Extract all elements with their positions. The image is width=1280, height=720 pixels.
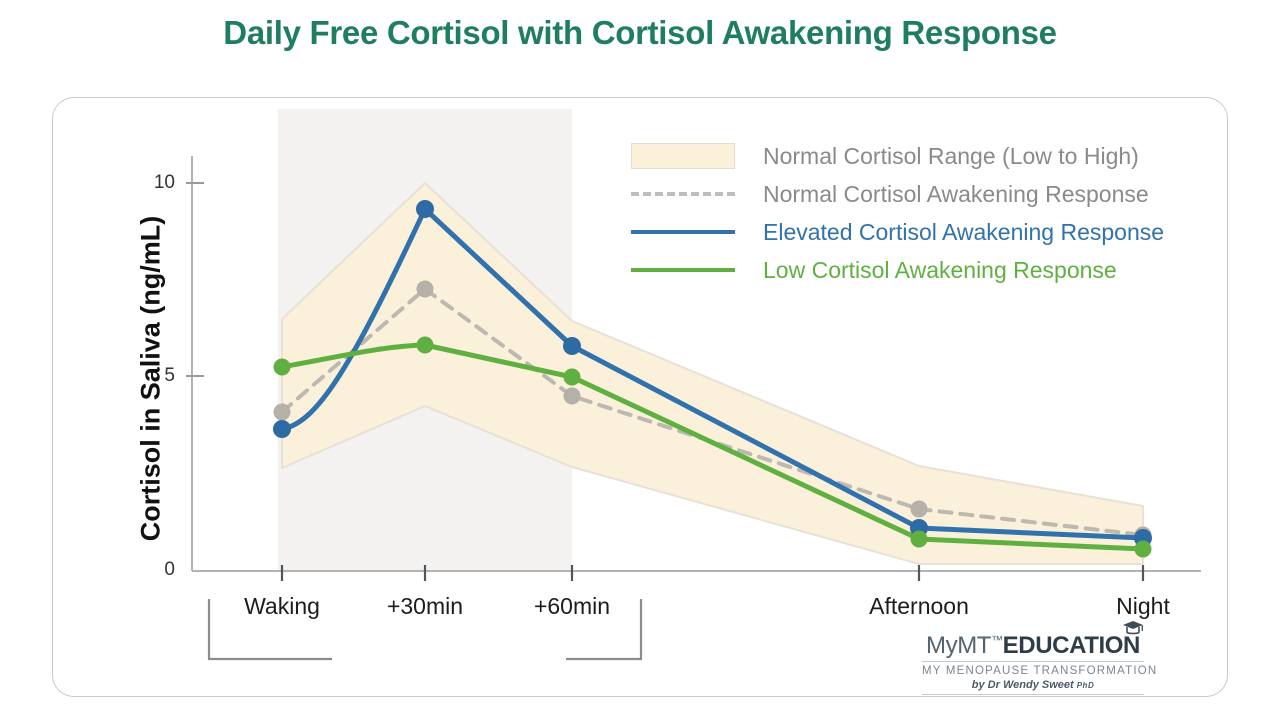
legend-solid-line-icon xyxy=(631,219,741,245)
point-marker xyxy=(273,358,291,376)
legend-item-elevated-car[interactable]: Elevated Cortisol Awakening Response xyxy=(631,219,1164,245)
point-marker xyxy=(416,336,434,354)
legend-label: Normal Cortisol Range (Low to High) xyxy=(763,142,1139,169)
legend-label: Normal Cortisol Awakening Response xyxy=(763,180,1149,207)
point-marker xyxy=(416,200,434,218)
x-tick-label-night: Night xyxy=(1116,593,1170,619)
page-title: Daily Free Cortisol with Cortisol Awaken… xyxy=(223,14,1057,51)
graduation-cap-icon xyxy=(1122,621,1143,635)
brand-name: MyMT™EDUCATION xyxy=(926,621,1143,660)
trademark-icon: ™ xyxy=(991,633,1003,647)
brand-byline-text: by Dr Wendy Sweet xyxy=(971,679,1077,691)
point-marker xyxy=(1134,540,1152,558)
brand-logo: MyMT™EDUCATION MY MENOPAUSE TRANSFORMATI… xyxy=(922,621,1156,695)
brand-byline: by Dr Wendy Sweet PhD xyxy=(922,679,1144,695)
brand-tagline: MY MENOPAUSE TRANSFORMATION xyxy=(922,661,1156,677)
x-tick-label-waking: Waking xyxy=(244,593,320,619)
point-marker xyxy=(563,337,581,355)
chart-plot-area xyxy=(186,109,1201,661)
y-tick-label-5: 5 xyxy=(164,365,175,386)
legend-item-normal-car[interactable]: Normal Cortisol Awakening Response xyxy=(631,181,1149,207)
legend-item-low-car[interactable]: Low Cortisol Awakening Response xyxy=(631,257,1117,283)
car-bracket xyxy=(207,599,643,661)
x-tick-label-60min: +60min xyxy=(533,593,611,619)
legend-item-normal-range[interactable]: Normal Cortisol Range (Low to High) xyxy=(631,143,1139,169)
brand-credential: PhD xyxy=(1076,681,1095,690)
brand-name-part2: EDUCATION xyxy=(1002,632,1141,659)
y-tick-label-10: 10 xyxy=(153,172,175,193)
legend-label: Low Cortisol Awakening Response xyxy=(763,256,1117,283)
point-marker xyxy=(910,500,928,518)
chart-card: Cortisol in Saliva (ng/mL) 10 5 0 Waking… xyxy=(52,97,1228,697)
x-tick-label-afternoon: Afternoon xyxy=(869,593,969,619)
legend-band-swatch-icon xyxy=(631,143,741,169)
point-marker xyxy=(273,403,291,421)
point-marker xyxy=(416,280,434,298)
x-tick-label-30min: +30min xyxy=(386,593,464,619)
legend-solid-line-icon xyxy=(631,257,741,283)
point-marker xyxy=(563,387,581,405)
legend-label: Elevated Cortisol Awakening Response xyxy=(763,218,1165,245)
y-tick-label-0: 0 xyxy=(164,559,175,580)
brand-name-part1: MyMT xyxy=(926,632,992,659)
point-marker xyxy=(910,530,928,548)
point-marker xyxy=(563,368,581,386)
point-marker xyxy=(273,420,291,438)
legend-dashed-line-icon xyxy=(631,181,741,207)
